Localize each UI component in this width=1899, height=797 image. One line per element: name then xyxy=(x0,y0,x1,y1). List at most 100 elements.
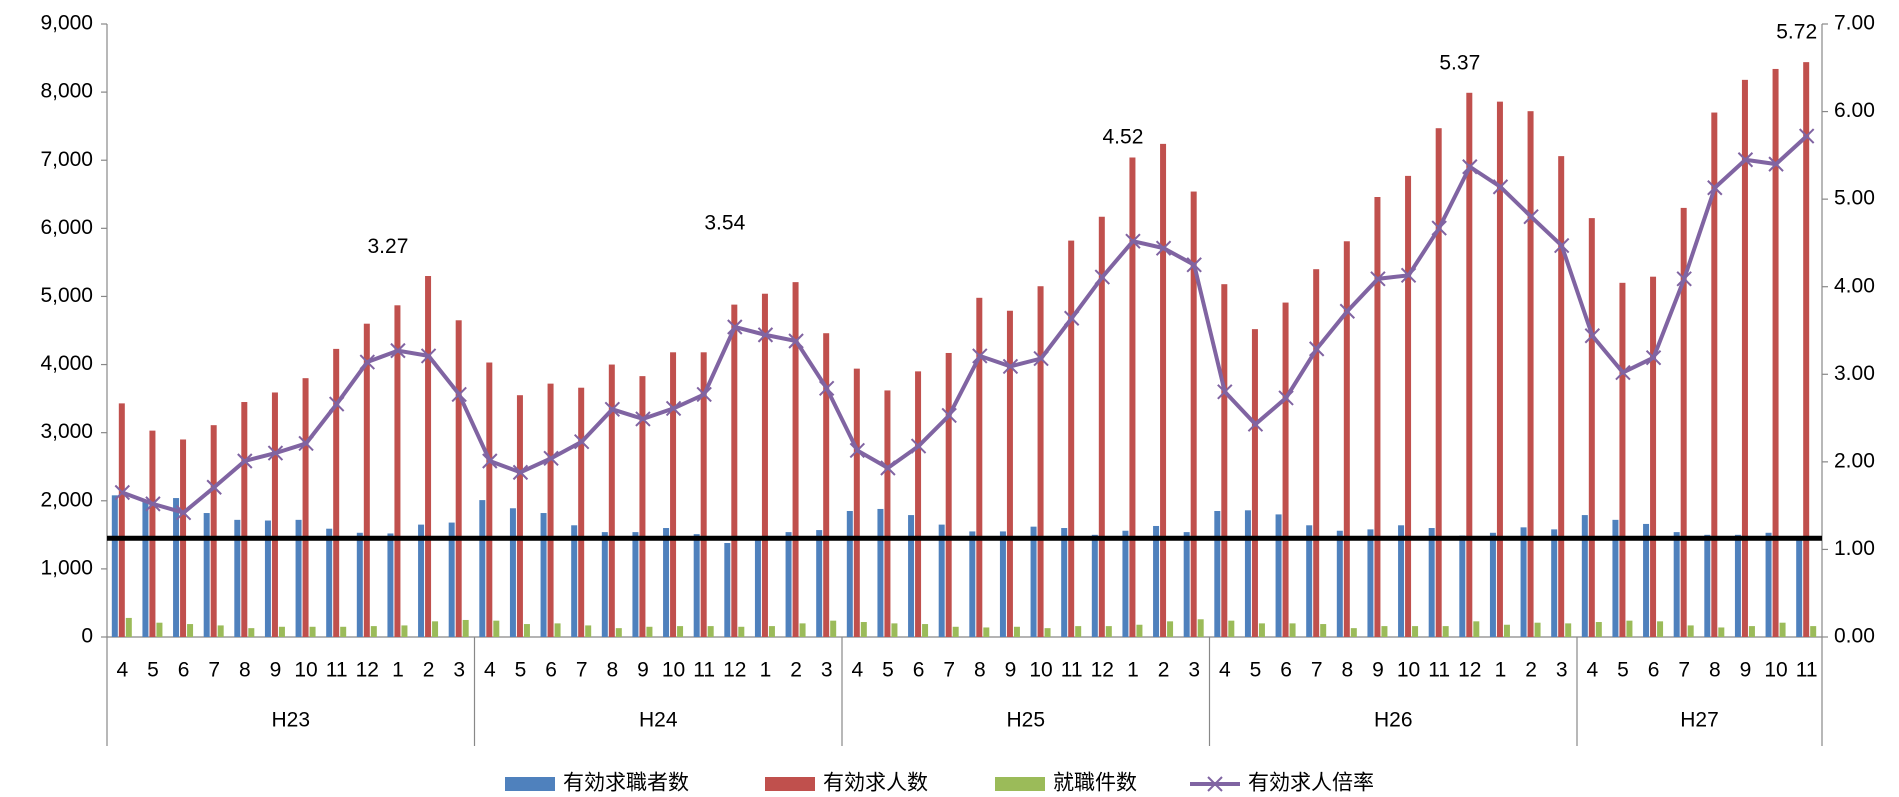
line-marker xyxy=(1186,257,1202,273)
bar xyxy=(1520,527,1527,637)
line-marker xyxy=(359,354,376,370)
x-tick-label: 3 xyxy=(1188,659,1200,682)
x-tick-label: 7 xyxy=(208,659,220,682)
line-marker xyxy=(1155,240,1172,256)
bar xyxy=(142,501,149,637)
bar xyxy=(1006,310,1013,637)
line-marker xyxy=(1492,179,1509,195)
bar xyxy=(1643,523,1650,637)
x-tick-label: 4 xyxy=(851,659,863,682)
bar xyxy=(1405,175,1412,638)
x-tick-label: 8 xyxy=(1341,659,1353,682)
line-marker xyxy=(1063,310,1080,326)
bar xyxy=(1711,112,1718,638)
line-marker xyxy=(880,460,896,476)
bar xyxy=(394,305,401,637)
bar xyxy=(326,528,333,637)
legend-label: 有効求人数 xyxy=(823,772,928,795)
x-tick-label: 11 xyxy=(326,659,348,682)
line-marker xyxy=(1278,390,1294,406)
bar xyxy=(1098,216,1105,637)
bar xyxy=(761,293,768,637)
bar xyxy=(187,624,194,637)
bar xyxy=(1779,622,1786,637)
line-marker xyxy=(420,348,437,364)
bar xyxy=(1466,92,1473,637)
bar xyxy=(554,623,561,637)
bar xyxy=(1428,528,1435,637)
bar xyxy=(1251,329,1258,637)
line-marker xyxy=(1737,152,1754,168)
bar xyxy=(952,626,959,637)
line-marker xyxy=(1553,237,1570,254)
y-tick-label: 7,000 xyxy=(40,148,93,171)
line-marker xyxy=(237,453,253,469)
bar xyxy=(724,543,731,637)
y-tick-label: 9,000 xyxy=(40,12,93,35)
y2-tick-label: 5.00 xyxy=(1834,187,1875,210)
x-tick-label: 11 xyxy=(1428,659,1450,682)
bar xyxy=(1183,532,1190,637)
bar xyxy=(1282,302,1289,637)
bar xyxy=(1558,156,1565,637)
bar xyxy=(1190,191,1197,637)
legend-label: 有効求人倍率 xyxy=(1248,772,1374,795)
data-label: 5.72 xyxy=(1776,21,1817,44)
x-tick-label: 12 xyxy=(723,659,746,682)
y2-tick-label: 7.00 xyxy=(1834,12,1875,35)
line xyxy=(121,134,1809,515)
y-tick-label: 5,000 xyxy=(40,284,93,307)
y-tick-label: 4,000 xyxy=(40,352,93,375)
line-marker xyxy=(1431,220,1447,236)
bar xyxy=(1129,157,1136,637)
bar xyxy=(309,626,316,637)
bar xyxy=(118,403,125,637)
bar xyxy=(1214,510,1221,637)
line-marker xyxy=(604,401,621,418)
bar xyxy=(302,378,309,637)
line-marker xyxy=(1247,416,1264,432)
line-marker xyxy=(1217,384,1233,400)
bar xyxy=(1772,68,1779,638)
bar xyxy=(707,626,714,637)
bar xyxy=(1153,525,1160,637)
line-marker xyxy=(727,319,743,335)
bar xyxy=(264,520,271,637)
bar xyxy=(816,530,823,637)
bar xyxy=(601,532,608,637)
bar xyxy=(578,387,585,637)
bar xyxy=(731,304,738,637)
x-tick-label: 3 xyxy=(1556,659,1568,682)
bar xyxy=(1044,628,1051,637)
bar xyxy=(1167,621,1174,637)
x-tick-label: 9 xyxy=(1005,659,1017,682)
x-tick-label: 11 xyxy=(693,659,715,682)
bar xyxy=(540,513,547,637)
bar xyxy=(1160,143,1167,637)
legend-swatch xyxy=(765,777,815,791)
data-label: 3.27 xyxy=(368,235,409,258)
bar xyxy=(693,534,700,637)
bar xyxy=(370,626,377,637)
x-tick-label: 7 xyxy=(1678,659,1690,682)
bar xyxy=(585,625,592,637)
bar xyxy=(571,525,578,637)
line-marker xyxy=(757,327,774,343)
line-marker xyxy=(696,386,712,403)
bar xyxy=(479,500,486,637)
bar xyxy=(754,537,761,637)
bar xyxy=(1381,626,1388,637)
data-label: 3.54 xyxy=(704,212,745,235)
bar xyxy=(1221,284,1228,637)
bar xyxy=(1588,218,1595,637)
x-tick-label: 10 xyxy=(1029,659,1052,682)
y-tick-label: 8,000 xyxy=(40,80,93,103)
bar xyxy=(387,533,394,637)
bar xyxy=(823,333,830,637)
bar xyxy=(203,513,210,637)
x-tick-label: 5 xyxy=(147,659,159,682)
legend-swatch xyxy=(505,777,555,791)
line-marker xyxy=(451,386,467,403)
bar xyxy=(1075,626,1082,637)
line-marker xyxy=(941,407,957,424)
